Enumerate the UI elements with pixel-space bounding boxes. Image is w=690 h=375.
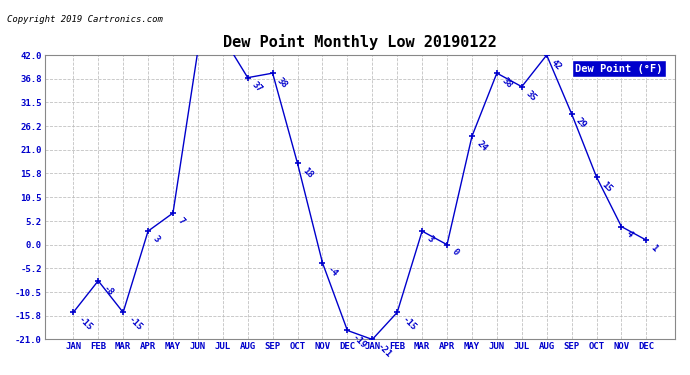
Text: -15: -15 <box>400 315 417 333</box>
Text: 37: 37 <box>250 80 264 94</box>
Title: Dew Point Monthly Low 20190122: Dew Point Monthly Low 20190122 <box>223 34 497 50</box>
Text: -4: -4 <box>325 266 339 279</box>
Text: 43: 43 <box>0 374 1 375</box>
Text: 38: 38 <box>500 76 513 90</box>
Text: Dew Point (°F): Dew Point (°F) <box>575 64 662 74</box>
Text: -19: -19 <box>350 333 368 351</box>
Text: 29: 29 <box>574 117 589 130</box>
Text: -8: -8 <box>101 284 115 297</box>
Text: -15: -15 <box>76 315 94 333</box>
Text: 35: 35 <box>524 90 538 104</box>
Text: 15: 15 <box>600 180 613 194</box>
Text: 46: 46 <box>0 374 1 375</box>
Text: 7: 7 <box>176 216 186 226</box>
Text: -21: -21 <box>375 342 393 360</box>
Text: 24: 24 <box>475 139 489 153</box>
Text: 1: 1 <box>649 243 659 253</box>
Text: 38: 38 <box>275 76 289 90</box>
Text: 3: 3 <box>425 234 435 244</box>
Text: 0: 0 <box>450 248 460 258</box>
Text: 18: 18 <box>300 166 314 180</box>
Text: 3: 3 <box>151 234 161 244</box>
Text: Copyright 2019 Cartronics.com: Copyright 2019 Cartronics.com <box>7 15 163 24</box>
Text: -15: -15 <box>126 315 144 333</box>
Text: 4: 4 <box>624 230 634 240</box>
Text: 42: 42 <box>549 58 564 72</box>
